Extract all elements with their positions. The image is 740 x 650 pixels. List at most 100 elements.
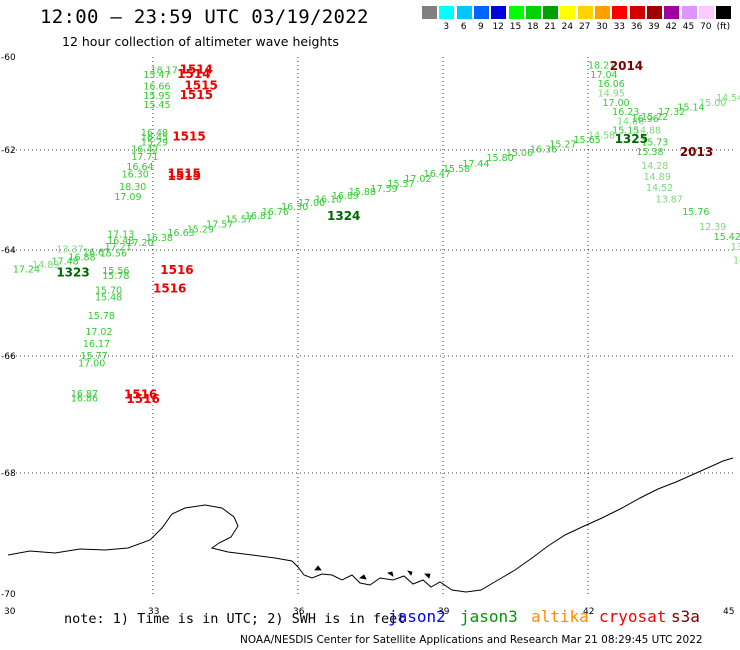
satellite-altika: altika (531, 607, 589, 626)
swh-label: 14.95 (598, 89, 625, 100)
swh-label: 14.58 (588, 130, 615, 141)
swh-label: 15.88 (349, 187, 376, 198)
coastline-islands (314, 565, 431, 580)
lon-label: 30 (4, 607, 16, 617)
time-label: 2014 (610, 59, 643, 73)
swh-label: 15.42 (714, 232, 740, 243)
colorbar-tick-label: 12 (492, 22, 504, 32)
lat-label: -60 (1, 53, 16, 63)
swh-label: 14.28 (641, 161, 668, 172)
swh-label: 15.78 (102, 271, 129, 282)
swh-label: 17.00 (298, 198, 325, 209)
time-label: 1324 (327, 209, 360, 223)
time-label: 1515 (168, 169, 201, 183)
colorbar-swatch (664, 6, 680, 19)
lat-label: -64 (1, 246, 16, 256)
swh-label: 15.45 (143, 100, 170, 111)
swh-label: 17.59 (371, 184, 398, 195)
swh-label: 15.38 (636, 147, 663, 158)
swh-label: 16.88 (68, 253, 95, 264)
lon-label: 39 (438, 607, 450, 617)
swh-label: 16.30 (281, 202, 308, 213)
swh-label: 14.52 (646, 183, 673, 194)
time-label: 1516 (126, 392, 159, 406)
time-label: 1514 (180, 62, 213, 76)
swh-label: 15.48 (95, 292, 122, 303)
swh-label: 16.47 (424, 169, 451, 180)
colorbar-swatch (473, 6, 489, 19)
swh-label: 15.76 (682, 207, 709, 218)
swh-label: 14.89 (32, 260, 59, 271)
swh-label: 16.38 (146, 233, 173, 244)
lon-label: 42 (583, 607, 594, 617)
page-subtitle: 12 hour collection of altimeter wave hei… (62, 34, 339, 49)
swh-label: 16.64 (126, 162, 153, 173)
swh-label: 17.13 (107, 230, 134, 241)
swh-label: 16.36 (530, 145, 557, 156)
colorbar-tick-label: 27 (578, 22, 591, 32)
latitude-labels: -60 -62 -64 -66 -68 -70 (1, 53, 16, 600)
swh-label: 17.21 (105, 242, 132, 253)
swh-label: 14.88 (634, 126, 661, 137)
swh-label: 13.37 (56, 245, 83, 256)
colorbar-swatch (491, 6, 507, 19)
swh-label: 16.48 (107, 236, 134, 247)
colorbar-swatch (456, 6, 472, 19)
colorbar-swatch (508, 6, 524, 19)
swh-label: 18.17 (151, 65, 178, 76)
swh-label: 15.14 (677, 102, 704, 113)
colorbar-tick-label: 21 (544, 22, 556, 32)
swh-label: 17.71 (131, 152, 158, 163)
colorbar-tick-label: 70 (700, 22, 712, 32)
time-label: 1515 (180, 88, 213, 102)
swh-label: 15.95 (143, 91, 170, 102)
swh-label: 16.17 (83, 339, 110, 350)
swh-label: 15.77 (81, 351, 108, 362)
swh-label: 17.44 (462, 159, 489, 170)
swh-label: 16.10 (315, 195, 342, 206)
satellite-cryosat: cryosat (599, 607, 667, 626)
swh-label: 17.48 (52, 256, 79, 267)
colorbar-tick-label: 18 (527, 22, 539, 32)
swh-label: 17.02 (85, 327, 112, 338)
colorbar-tick-label: 30 (596, 22, 608, 32)
colorbar-tick-label: 36 (630, 22, 643, 32)
swh-label: 15.70 (95, 285, 122, 296)
swh-label: 15.57 (387, 179, 414, 190)
swh-label: 15.73 (641, 137, 668, 148)
swh-label: 15.00 (699, 98, 726, 109)
swh-label: 16.42 (131, 145, 158, 156)
graticule (8, 57, 733, 594)
time-label: 1515 (172, 130, 205, 144)
swh-label: 15.57 (226, 215, 253, 226)
colorbar-swatch (595, 6, 610, 19)
lon-label: 36 (293, 607, 305, 617)
swh-label: 17.04 (590, 70, 617, 81)
swh-label: 16.89 (332, 191, 359, 202)
time-label: 1516 (153, 281, 186, 295)
swh-label: 15.06 (506, 148, 533, 159)
swh-label: 16.06 (598, 79, 625, 90)
swh-label: 15.27 (549, 140, 576, 151)
colorbar-swatch (439, 6, 455, 19)
footer-note: note: 1) Time is in UTC; 2) SWH is in fe… (64, 611, 406, 627)
swh-label: 15.58 (443, 164, 470, 175)
colorbar-swatch (646, 6, 662, 19)
lat-label: -66 (1, 352, 16, 362)
swh-label: 17.00 (603, 98, 630, 109)
time-label: 1516 (124, 388, 157, 402)
swh-label: 15.22 (641, 112, 668, 123)
colorbar-swatch (716, 6, 732, 19)
time-label: 1514 (177, 67, 210, 81)
swh-label: 13.93 (731, 242, 740, 253)
swh-label: 15.56 (102, 266, 129, 277)
lon-label: 33 (148, 607, 159, 617)
time-label: 1325 (615, 132, 648, 146)
colorbar-swatch (629, 6, 645, 19)
swh-label: 16.86 (71, 394, 98, 405)
swh-label: 16.23 (612, 107, 639, 118)
swh-label: 14.86 (617, 116, 644, 127)
swh-label: 15.78 (88, 311, 115, 322)
colorbar-tick-label: 24 (561, 22, 574, 32)
satellite-jason2: jason2 (388, 607, 446, 626)
